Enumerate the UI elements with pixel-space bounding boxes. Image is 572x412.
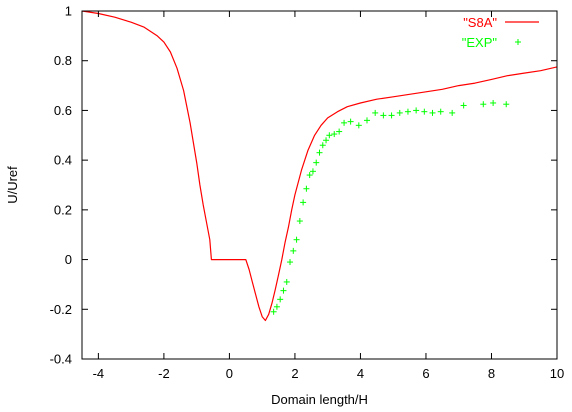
data-point-exp: [336, 128, 343, 135]
data-point-exp: [364, 117, 370, 124]
legend: "S8A" "EXP": [462, 15, 539, 50]
data-point-exp: [287, 259, 294, 266]
data-point-exp: [309, 168, 316, 175]
data-point-exp: [429, 109, 436, 116]
data-point-exp: [413, 107, 420, 114]
data-point-exp: [404, 108, 411, 115]
x-tick-label: 6: [422, 366, 429, 381]
y-axis-label: U/Uref: [5, 166, 20, 204]
data-point-exp: [460, 102, 467, 109]
legend-swatch-exp: [515, 39, 521, 45]
data-point-exp: [437, 108, 444, 115]
data-point-exp: [300, 199, 307, 206]
data-point-exp: [355, 122, 362, 129]
data-point-exp: [480, 101, 487, 108]
data-point-exp: [490, 99, 497, 106]
data-point-exp: [316, 149, 323, 156]
y-tick-label: -0.4: [50, 352, 72, 367]
data-point-exp: [449, 109, 456, 116]
data-point-exp: [313, 159, 320, 166]
data-point-exp: [290, 247, 297, 254]
x-tick-label: 8: [488, 366, 495, 381]
y-tick-label: 0.8: [54, 53, 72, 68]
data-point-exp: [277, 296, 284, 303]
data-point-exp: [306, 172, 313, 179]
data-point-exp: [372, 109, 379, 116]
x-tick-label: 0: [226, 366, 233, 381]
x-axis-label: Domain length/H: [271, 392, 368, 407]
data-point-exp: [270, 308, 277, 315]
x-tick-label: 2: [291, 366, 298, 381]
y-tick-label: 1: [65, 4, 72, 19]
data-point-exp: [503, 101, 510, 108]
data-point-exp: [323, 137, 330, 144]
data-point-exp: [273, 303, 280, 310]
data-point-exp: [296, 218, 303, 225]
data-point-exp: [303, 185, 310, 192]
data-point-exp: [347, 118, 354, 125]
data-point-exp: [388, 112, 395, 119]
data-point-exp: [341, 119, 348, 126]
y-tick-label: 0.4: [54, 153, 72, 168]
data-point-exp: [326, 132, 333, 139]
data-point-exp: [283, 278, 290, 285]
x-tick-label: -2: [158, 366, 170, 381]
plot-frame: [81, 10, 558, 360]
y-tick-label: -0.2: [50, 302, 72, 317]
data-point-exp: [331, 131, 338, 138]
y-tick-label: 0.6: [54, 103, 72, 118]
y-tick-label: 0.2: [54, 202, 72, 217]
x-tick-label: 10: [550, 366, 564, 381]
data-point-exp: [280, 287, 287, 294]
data-point-exp: [319, 142, 326, 149]
data-point-exp: [380, 112, 387, 119]
data-point-exp: [396, 109, 403, 116]
y-tick-label: 0: [65, 252, 72, 267]
data-point-exp: [421, 108, 428, 115]
x-tick-label: -4: [93, 366, 105, 381]
x-tick-label: 4: [357, 366, 364, 381]
legend-label-exp: "EXP": [462, 35, 498, 50]
data-point-exp: [293, 236, 300, 243]
series-line-s8a: [82, 11, 557, 322]
legend-label-s8a: "S8A": [463, 15, 497, 30]
